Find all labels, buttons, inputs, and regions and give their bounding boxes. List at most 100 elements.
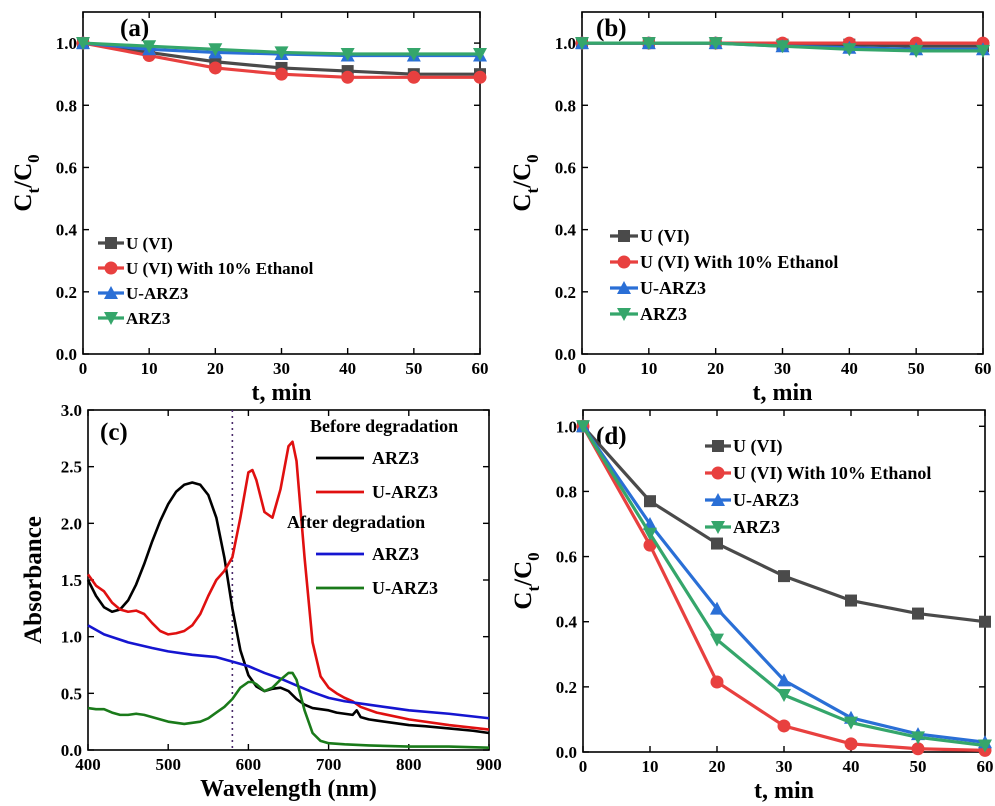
x-tick-label: 900 xyxy=(476,755,502,774)
data-point xyxy=(777,719,791,733)
x-tick-label: 30 xyxy=(776,757,793,776)
legend-group-title: After degradation xyxy=(287,512,425,532)
y-tick-label: 0.2 xyxy=(555,283,576,302)
x-tick-label: 0 xyxy=(579,757,588,776)
y-tick-label: 0.4 xyxy=(56,221,78,240)
y-axis-label: Absorbance xyxy=(20,516,47,644)
y-axis-label: Ct/C0 xyxy=(509,154,542,211)
x-tick-label: 50 xyxy=(910,757,927,776)
y-tick-label: 0.0 xyxy=(56,345,77,364)
legend-label: ARZ3 xyxy=(126,309,170,328)
y-tick-label: 0.0 xyxy=(61,741,82,760)
legend-label: ARZ3 xyxy=(733,517,780,537)
x-tick-label: 30 xyxy=(774,359,791,378)
data-point xyxy=(844,737,858,751)
x-tick-label: 40 xyxy=(841,359,858,378)
data-point xyxy=(978,739,992,753)
x-tick-label: 400 xyxy=(75,755,101,774)
x-tick-label: 30 xyxy=(273,359,290,378)
x-tick-label: 40 xyxy=(339,359,356,378)
data-point xyxy=(142,40,157,54)
legend-marker xyxy=(711,521,725,534)
legend-marker xyxy=(711,466,725,480)
x-tick-label: 40 xyxy=(843,757,860,776)
y-tick-label: 0.2 xyxy=(556,678,577,697)
legend-label: U (VI) xyxy=(733,436,783,457)
x-tick-label: 700 xyxy=(316,755,342,774)
x-tick-label: 10 xyxy=(640,359,657,378)
data-point xyxy=(777,689,791,702)
data-point xyxy=(912,607,924,620)
legend-label: U (VI) xyxy=(640,226,690,247)
x-axis-label: t, min xyxy=(252,380,312,406)
legend-marker xyxy=(617,281,631,294)
legend: U (VI) U (VI) With 10% Ethanol U-ARZ3 ARZ3 xyxy=(705,436,931,537)
x-axis-label: t, min xyxy=(754,778,814,804)
data-point xyxy=(341,70,355,84)
data-point xyxy=(976,44,990,58)
legend-label: U-ARZ3 xyxy=(372,482,438,502)
data-point xyxy=(842,43,857,57)
legend-group-title: Before degradation xyxy=(310,416,458,436)
panel-label: (b) xyxy=(596,15,627,42)
data-point xyxy=(844,716,858,730)
data-point xyxy=(274,46,289,60)
x-tick-label: 20 xyxy=(207,359,224,378)
x-tick-label: 50 xyxy=(908,359,925,378)
y-tick-label: 0.6 xyxy=(556,548,577,567)
x-tick-label: 60 xyxy=(977,757,994,776)
panel-b: 0 10 20 30 40 50 60 0.0 0.2 0.4 0.6 0.8 1.0 t, min Ct/… xyxy=(509,11,992,406)
y-tick-label: 1.0 xyxy=(556,417,577,436)
legend-label: U (VI) With 10% Ethanol xyxy=(640,252,838,273)
x-tick-label: 20 xyxy=(707,359,724,378)
x-tick-label: 10 xyxy=(642,757,659,776)
x-tick-label: 800 xyxy=(396,755,422,774)
x-tick-label: 50 xyxy=(405,359,422,378)
legend-marker xyxy=(617,308,631,321)
legend-marker xyxy=(711,493,725,506)
data-point xyxy=(407,70,421,84)
data-point xyxy=(710,675,724,689)
legend-label: ARZ3 xyxy=(640,304,687,324)
y-tick-label: 0.0 xyxy=(555,345,576,364)
data-point xyxy=(644,495,656,508)
y-tick-label: 0.5 xyxy=(61,684,82,703)
x-tick-label: 500 xyxy=(155,755,181,774)
data-point xyxy=(845,594,857,607)
x-tick-label: 600 xyxy=(236,755,262,774)
data-point xyxy=(575,37,589,51)
panel-a: 0 10 20 30 40 50 60 0.0 0.2 0.4 0.6 0.8 1.0 t, min Ct/… xyxy=(10,11,489,406)
x-tick-label: 60 xyxy=(975,359,992,378)
spectrum-line xyxy=(87,624,490,720)
panel-label: (c) xyxy=(100,419,128,446)
data-point xyxy=(909,44,924,58)
x-axis-label: Wavelength (nm) xyxy=(200,776,377,802)
legend: U (VI) U (VI) With 10% Ethanol U-ARZ3 ARZ3 xyxy=(98,234,314,328)
data-point xyxy=(711,537,723,550)
x-tick-label: 20 xyxy=(709,757,726,776)
data-point xyxy=(340,47,355,61)
data-point xyxy=(473,47,487,61)
data-point xyxy=(911,742,925,756)
y-tick-label: 1.0 xyxy=(56,34,77,53)
y-axis-label: Ct/C0 xyxy=(510,552,543,609)
legend-marker xyxy=(618,230,630,242)
data-point xyxy=(643,538,657,552)
data-point xyxy=(708,37,723,51)
data-point xyxy=(641,37,656,51)
data-point xyxy=(643,527,657,541)
legend-label: U-ARZ3 xyxy=(733,490,799,510)
panel-c: 400 500 600 700 800 900 0.0 0.5 1.0 1.5 2.0 2.5 3.0 W… xyxy=(20,401,502,802)
y-tick-label: 0.6 xyxy=(555,158,576,177)
y-tick-label: 0.0 xyxy=(556,743,577,762)
data-point xyxy=(710,601,724,615)
y-axis-label: Ct/C0 xyxy=(10,154,43,211)
legend-label: U-ARZ3 xyxy=(640,278,706,298)
legend-label: U-ARZ3 xyxy=(126,284,188,303)
y-tick-label: 3.0 xyxy=(61,401,82,420)
y-tick-label: 0.4 xyxy=(556,613,578,632)
data-point xyxy=(576,420,590,434)
spectrum-line xyxy=(87,671,490,750)
y-tick-label: 0.6 xyxy=(56,158,77,177)
